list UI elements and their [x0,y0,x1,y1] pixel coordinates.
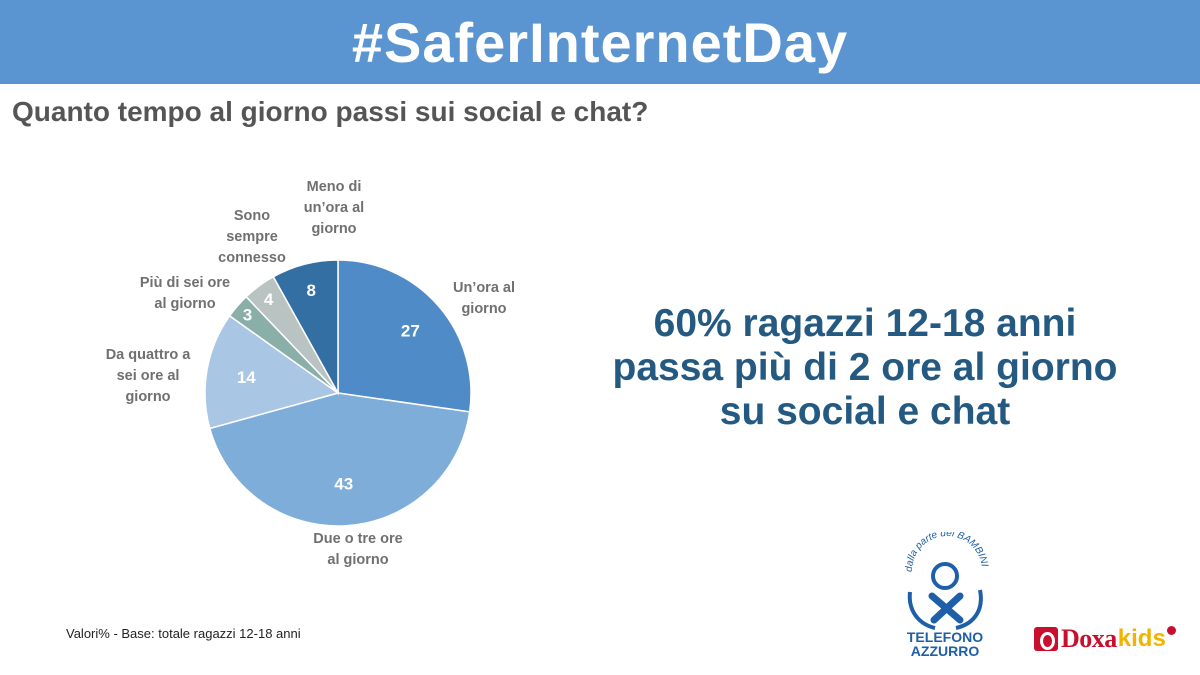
headline-line-2: passa più di 2 ore al giorno [612,346,1118,389]
doxakids-logo: Doxa kids [1034,624,1176,654]
slice-category-label-0: Un’ora al giorno [453,280,515,317]
slice-value-label-1: 43 [334,474,353,493]
slice-value-label-2: 14 [237,368,256,387]
doxa-word: Doxa [1061,624,1117,653]
slice-category-label-2: Da quattro a sei ore al giorno [106,347,192,405]
slice-category-label-1: Due o tre ore al giorno [313,531,402,568]
telefono-azzurro-logo: dalla parte dei BAMBINI TELEFONO AZZURRO [904,532,990,659]
slice-category-label-4: Sono sempre connesso [218,208,286,266]
slice-category-label-3: Più di sei ore al giorno [140,275,230,312]
headline-statement: 60% ragazzi 12-18 anni passa più di 2 or… [565,302,1165,434]
question-title: Quanto tempo al giorno passi sui social … [12,96,649,127]
footnote: Valori% - Base: totale ragazzi 12-18 ann… [66,626,301,641]
logo-line-2: AZZURRO [911,643,980,659]
doxa-kids-word: kids [1117,625,1166,652]
headline-line-3: su social e chat [719,390,1011,433]
slice-value-label-0: 27 [401,321,420,340]
doxa-mark-icon [1034,627,1058,651]
pie-slice-1 [208,392,471,527]
slice-value-label-5: 8 [307,281,316,300]
banner-title: #SaferInternetDay [351,10,849,74]
slice-value-label-3: 3 [243,306,252,325]
pie-slice-2 [204,314,340,430]
doxa-dot-icon [1166,626,1176,635]
title-banner: #SaferInternetDay [0,0,1200,84]
slice-category-label-5: Meno di un’ora al giorno [304,179,364,237]
slice-value-label-4: 4 [264,290,274,309]
logo-line-1: TELEFONO [907,629,983,645]
pie-slice-0 [337,259,472,413]
pie-chart: 27 Un’ora al giorno 43 Due o tre ore al giorn… [106,179,515,568]
pie-slice-5 [272,259,339,396]
headline-line-1: 60% ragazzi 12-18 anni [653,302,1077,345]
